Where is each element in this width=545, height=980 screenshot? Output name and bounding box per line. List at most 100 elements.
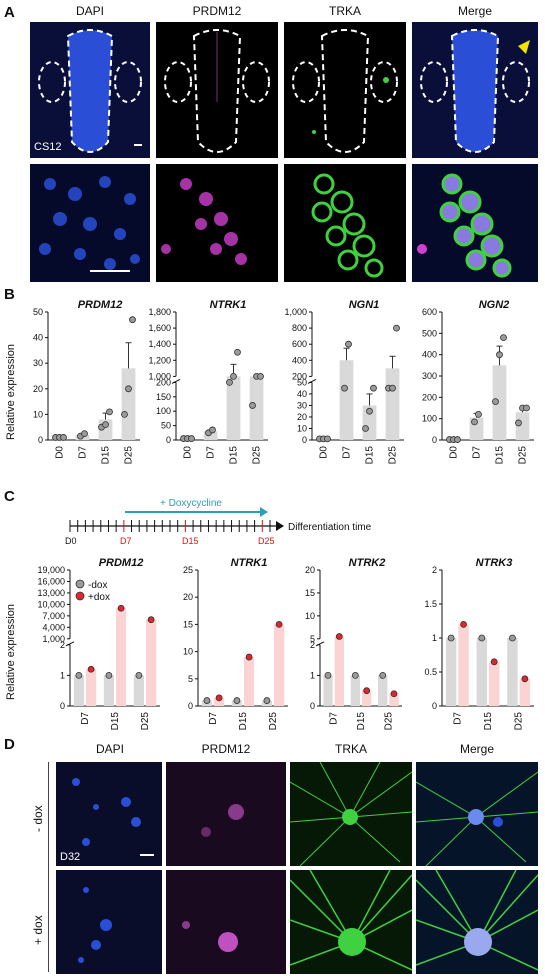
ytick-label-5-4: 20: [183, 592, 193, 602]
ytick-label-3-4: 400: [422, 350, 437, 360]
point-6-0-1: [336, 634, 342, 640]
xtick-label-0-1: D7: [78, 446, 89, 459]
tile-d-trka-plus: [290, 870, 412, 974]
ytick-label-3-1: 100: [422, 414, 437, 424]
point-3-3-2: [524, 405, 530, 411]
neuron-trka-minus: [290, 762, 412, 866]
point-2-2-1: [367, 408, 373, 414]
header-trka: TRKA: [284, 4, 406, 18]
bar-4-2-1: [146, 620, 156, 706]
point-6-1-0: [352, 672, 358, 678]
ytick-label-1-2: 100: [156, 406, 171, 416]
xtick-label-1-3: D25: [252, 446, 263, 465]
point-1-2-1: [231, 373, 237, 379]
point-6-2-0: [380, 672, 386, 678]
ytick-label-1-9: 1,800: [148, 307, 171, 317]
chart-title-0: PRDM12: [78, 299, 123, 311]
header-dapi: DAPI: [30, 4, 150, 18]
bar-7-1-0: [477, 638, 487, 706]
ytick-label-1-7: 1,400: [148, 339, 171, 349]
point-7-2-1: [522, 676, 528, 682]
point-7-1-0: [479, 635, 485, 641]
point-4-0-1: [88, 666, 94, 672]
section-outline-merge: [412, 22, 538, 158]
tile-a-merge-high: [412, 164, 538, 282]
ytick-label-4-4: 4,000: [42, 622, 65, 632]
point-5-1-1: [246, 654, 252, 660]
ytick-label-4-7: 13,000: [37, 588, 65, 598]
point-7-1-1: [491, 659, 497, 665]
point-1-3-2: [258, 373, 264, 379]
bar-4-1-1: [116, 608, 126, 706]
cells-trka: [284, 164, 406, 282]
chart-title-7: NTRK3: [476, 557, 513, 569]
point-7-0-1: [461, 621, 467, 627]
section-outline-trka: [284, 22, 406, 158]
point-4-2-0: [136, 672, 142, 678]
xtick-label-2-1: D7: [342, 446, 353, 459]
point-0-3-0: [122, 411, 128, 417]
xtick-label-3-2: D15: [495, 446, 506, 465]
bar-6-2-0: [378, 675, 387, 706]
point-1-3-0: [250, 402, 256, 408]
xtick-label-7-0: D7: [452, 712, 463, 725]
ytick-label-6-0: 0: [310, 701, 315, 711]
point-5-2-0: [264, 698, 270, 704]
chart-title-2: NGN1: [349, 299, 380, 311]
ytick-label-7-1: 0.5: [424, 667, 437, 677]
point-0-2-1: [103, 422, 109, 428]
row-label-minus-text: - dox: [31, 805, 45, 832]
xtick-label-2-2: D15: [365, 446, 376, 465]
ytick-label-3-0: 0: [432, 435, 437, 445]
ytick-label-2-1: 10: [297, 423, 307, 433]
point-1-2-0: [227, 379, 233, 385]
ytick-label-7-0: 0: [432, 701, 437, 711]
ytick-label-1-6: 1,200: [148, 355, 171, 365]
xtick-label-6-1: D15: [356, 712, 367, 731]
row-label-plus-text: + dox: [31, 915, 45, 945]
ytick-label-5-0: 0: [188, 701, 193, 711]
ytick-label-6-6: 20: [305, 565, 315, 575]
nuclei-dapi-plus: [56, 870, 162, 974]
xtick-label-6-2: D25: [383, 712, 394, 731]
day-label: D32: [60, 851, 80, 863]
xtick-label-3-3: D25: [518, 446, 529, 465]
legend-marker-1: [76, 592, 84, 600]
ytick-label-3-6: 600: [422, 307, 437, 317]
tile-a-dapi-low: CS12: [30, 22, 150, 158]
xtick-label-5-1: D15: [238, 712, 249, 731]
bar-2-3: [386, 368, 400, 440]
point-0-0-2: [61, 434, 67, 440]
header-prdm12: PRDM12: [156, 4, 278, 18]
ytick-label-3-3: 300: [422, 371, 437, 381]
chart-title-3: NGN2: [479, 299, 510, 311]
ytick-label-2-3: 30: [297, 400, 307, 410]
point-2-2-2: [371, 385, 377, 391]
tile-d-trka-minus: [290, 762, 412, 866]
ytick-label-3-2: 200: [422, 392, 437, 402]
ytick-label-6-5: 15: [305, 588, 315, 598]
ytick-label-5-2: 10: [183, 647, 193, 657]
point-4-1-0: [106, 672, 112, 678]
ytick-label-7-2: 1: [432, 633, 437, 643]
ytick-label-4-9: 19,000: [37, 565, 65, 575]
point-2-1-1: [346, 341, 352, 347]
cells-prdm12-plus: [166, 870, 286, 974]
ytick-label-4-3: 1,000: [42, 634, 65, 644]
xtick-label-0-0: D0: [55, 446, 66, 459]
bar-4-2-0: [134, 675, 144, 706]
xtick-label-0-3: D25: [124, 446, 135, 465]
tile-a-prdm12-low: [156, 22, 278, 158]
ytick-label-3-5: 500: [422, 328, 437, 338]
bar-7-0-1: [458, 624, 468, 706]
bar-4-0-1: [86, 669, 96, 706]
point-3-2-0: [493, 399, 499, 405]
point-2-0-2: [325, 436, 331, 442]
point-0-1-1: [82, 431, 88, 437]
cells-merge: [412, 164, 538, 282]
xtick-label-6-0: D7: [329, 712, 340, 725]
legend-label-0: -dox: [88, 580, 107, 591]
tile-d-dapi-plus: [56, 870, 162, 974]
